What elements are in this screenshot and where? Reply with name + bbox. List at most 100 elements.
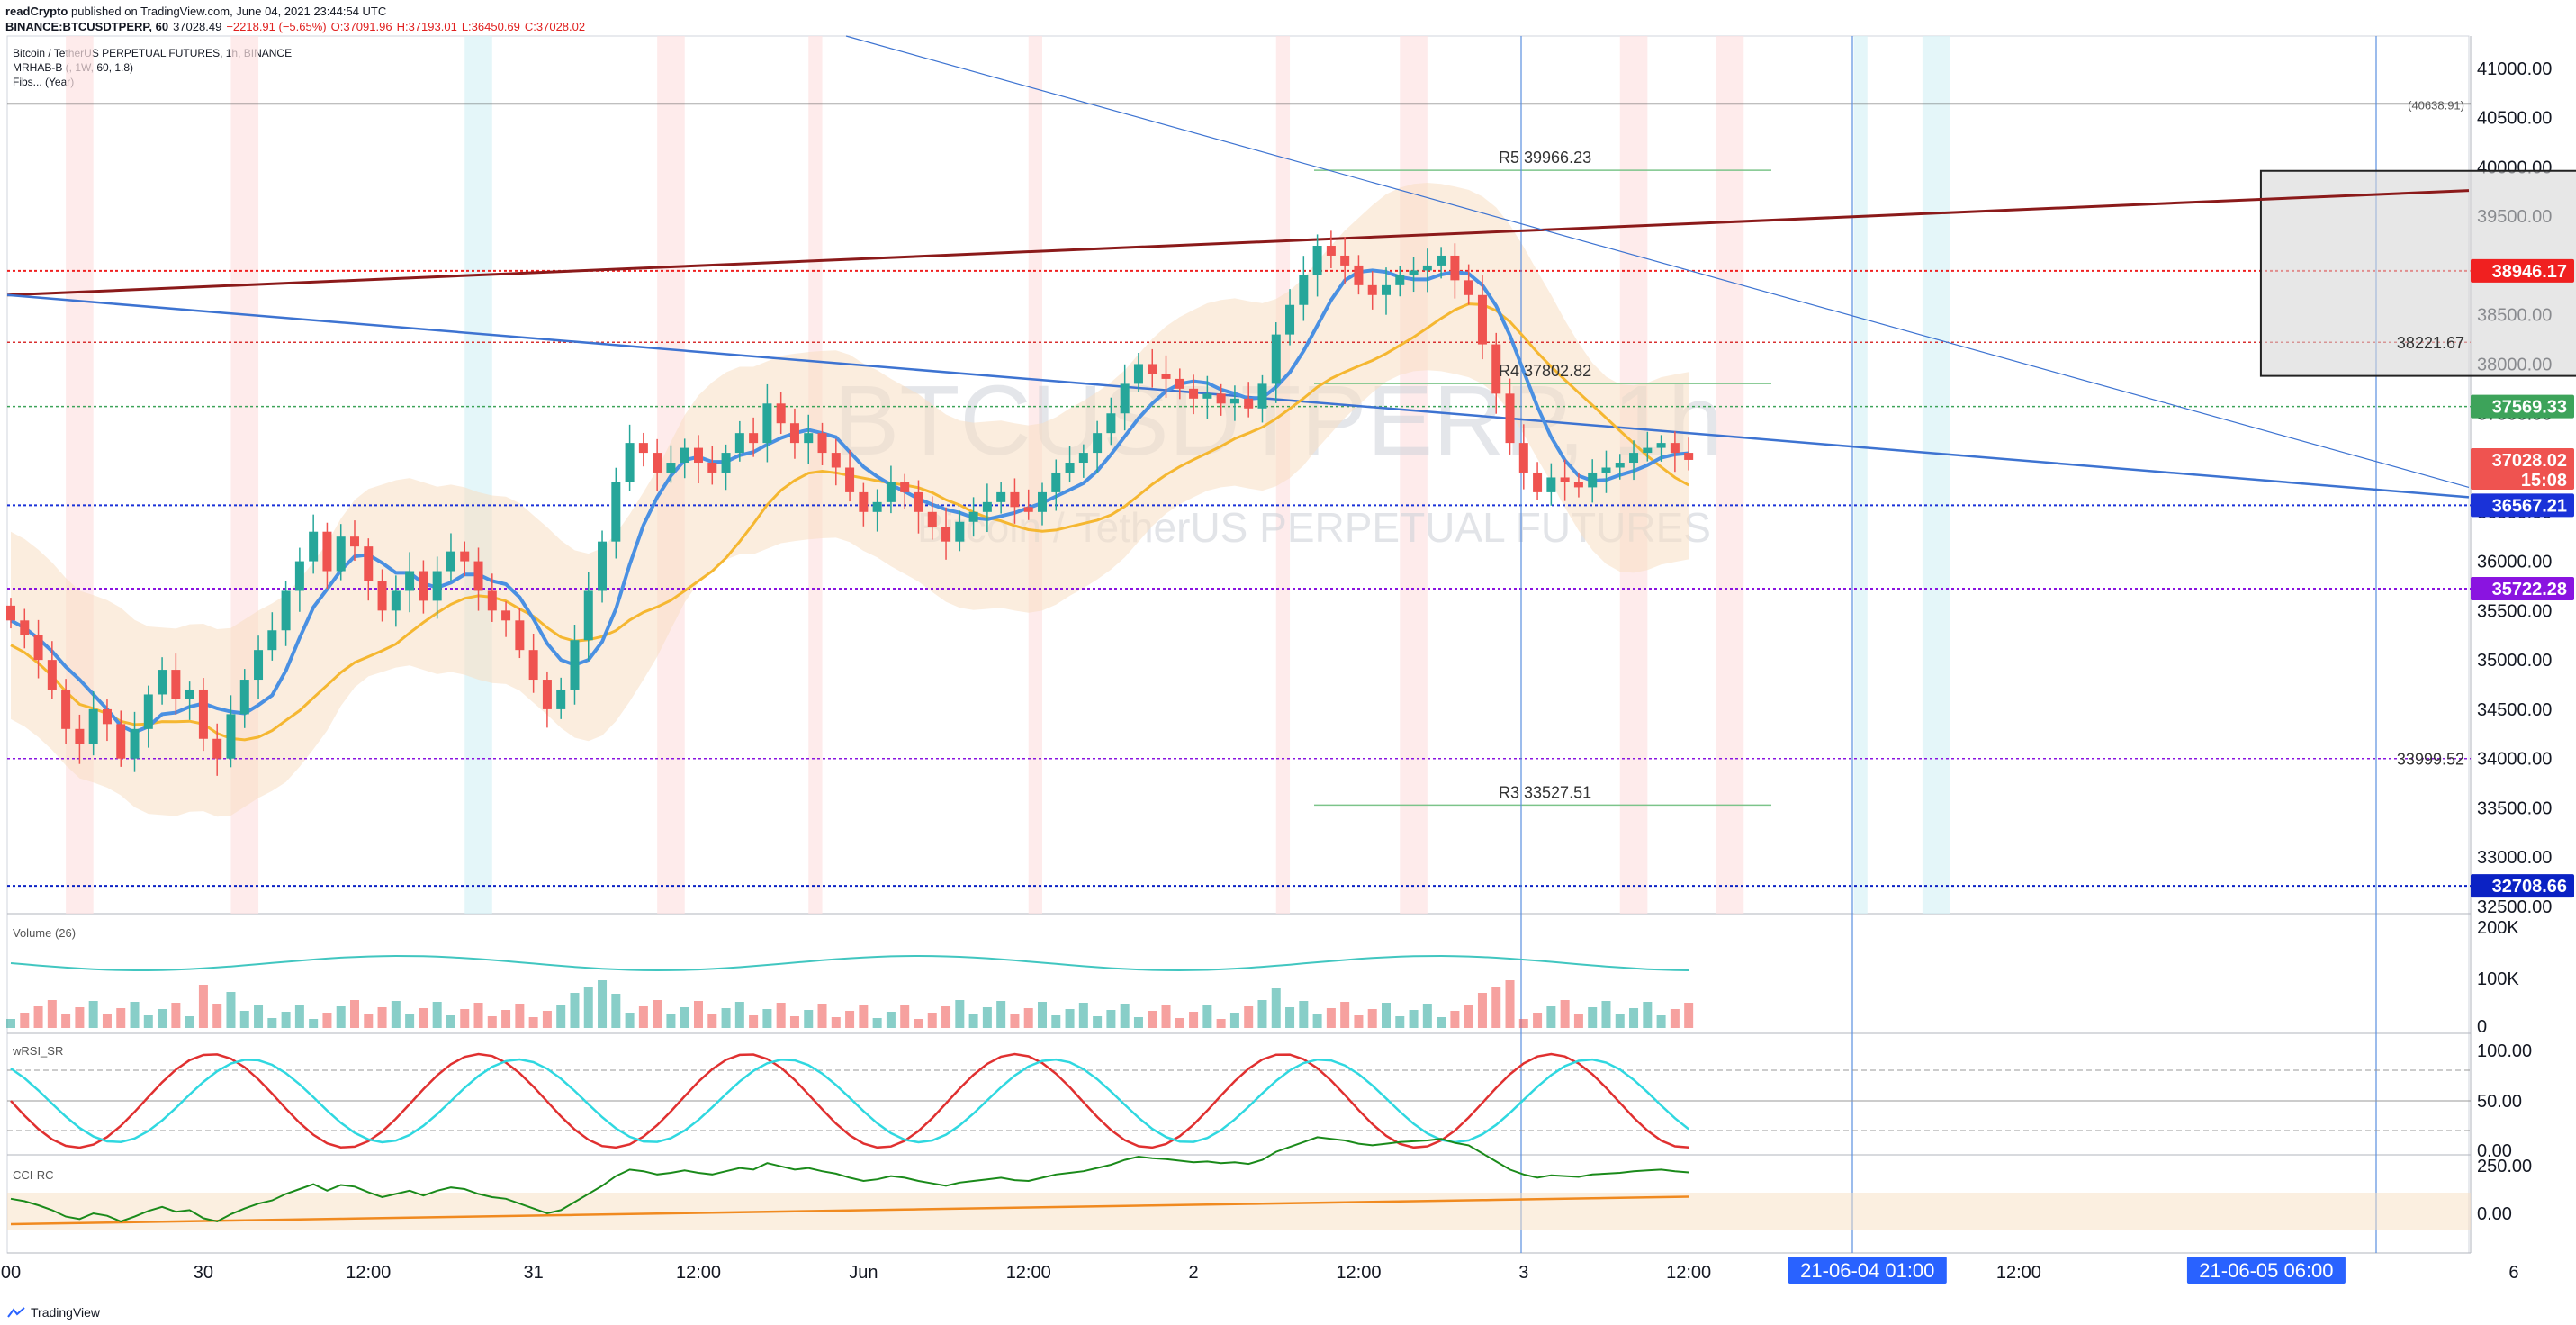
candle-body xyxy=(254,650,264,681)
time-tag-bg-0 xyxy=(1788,1257,1947,1284)
candle-body xyxy=(1573,482,1583,488)
indicator-legend-fibs[interactable]: Fibs... (Year) xyxy=(13,76,75,88)
thin-trendline xyxy=(845,35,2470,488)
volume-bar xyxy=(460,1009,470,1028)
volume-bar xyxy=(1615,1014,1625,1028)
x-tick-label-9: 3 xyxy=(1518,1263,1528,1283)
candle-body xyxy=(1202,393,1212,399)
candle-body xyxy=(1189,388,1199,399)
volume-bar xyxy=(542,1011,552,1028)
candle-body xyxy=(982,501,992,512)
price-tag-label-5: 32708.66 xyxy=(2492,877,2567,897)
ohlc-high: H:37193.01 xyxy=(396,20,457,33)
candle-body xyxy=(1464,280,1473,295)
volume-bar xyxy=(309,1019,319,1028)
candle-body xyxy=(515,620,525,651)
candle-body xyxy=(47,660,57,690)
candle-body xyxy=(927,511,937,527)
volume-bar xyxy=(143,1015,153,1028)
price-tag-label-4: 35722.28 xyxy=(2492,580,2567,599)
candle-body xyxy=(309,531,319,562)
volume-bar xyxy=(1354,1015,1364,1028)
volume-bar xyxy=(1477,993,1487,1028)
volume-bar xyxy=(721,1008,731,1028)
x-tick-label-5: Jun xyxy=(849,1263,878,1283)
candle-body xyxy=(1065,463,1075,473)
candle-body xyxy=(487,590,497,611)
volume-bars-group xyxy=(6,980,1694,1028)
candle-body xyxy=(405,571,415,591)
resistance-trendline xyxy=(6,189,2470,297)
volume-bar xyxy=(1560,1000,1570,1028)
candle-body xyxy=(185,689,194,699)
candle-body xyxy=(1656,443,1666,448)
x-tick-label-10: 12:00 xyxy=(1666,1263,1711,1283)
volume-bar xyxy=(281,1012,291,1028)
publisher-name[interactable]: readCrypto xyxy=(5,5,68,18)
volume-bar xyxy=(1106,1010,1116,1028)
candle-body xyxy=(1285,304,1295,335)
volume-bar xyxy=(1409,1010,1419,1028)
candle-body xyxy=(61,689,71,729)
volume-bar xyxy=(1367,1009,1377,1028)
volume-bar xyxy=(1422,1004,1432,1028)
volume-bar xyxy=(1382,1003,1391,1028)
volume-tick-0: 200K xyxy=(2477,918,2519,938)
volume-bar xyxy=(1023,1008,1033,1028)
candle-body xyxy=(1051,472,1061,492)
volume-bar xyxy=(1395,1016,1405,1028)
candle-body xyxy=(666,463,676,473)
cci-signal-line xyxy=(10,1195,1689,1226)
price-tag-bg-1 xyxy=(2471,394,2574,419)
tradingview-logo-icon xyxy=(7,1307,25,1318)
candle-body xyxy=(955,521,965,542)
cci-pane-title: CCI-RC xyxy=(13,1168,54,1182)
volume-bar xyxy=(350,1000,359,1028)
cci-line xyxy=(10,1136,1689,1223)
rsi-tick-0: 100.00 xyxy=(2477,1041,2532,1061)
candle-body xyxy=(239,680,249,715)
candle-body xyxy=(749,433,759,444)
volume-bar xyxy=(1518,1019,1528,1028)
volume-bar xyxy=(1437,1017,1446,1028)
volume-bar xyxy=(88,1001,98,1028)
volume-bar xyxy=(1257,1000,1267,1028)
candle-body xyxy=(1588,472,1598,488)
candle-body xyxy=(1477,294,1487,345)
session-band-2 xyxy=(464,36,492,914)
time-tag-label-0: 21-06-04 01:00 xyxy=(1800,1259,1934,1282)
candle-body xyxy=(598,541,608,591)
candle-body xyxy=(1038,491,1047,512)
candle-body xyxy=(734,433,744,454)
candle-body xyxy=(638,443,648,454)
tradingview-footer: TradingView xyxy=(7,1305,100,1320)
volume-bar xyxy=(33,1006,43,1028)
candle-body xyxy=(432,571,442,601)
volume-bar xyxy=(886,1012,896,1028)
volume-bar xyxy=(1244,1006,1254,1028)
candle-body xyxy=(1491,344,1501,394)
candle-body xyxy=(721,453,731,473)
candle-body xyxy=(1161,374,1171,379)
cci-tick-1: 0.00 xyxy=(2477,1204,2512,1224)
candle-body xyxy=(158,670,167,695)
volume-ma-line xyxy=(10,954,1689,972)
candle-body xyxy=(473,561,483,591)
volume-bar xyxy=(294,1005,304,1028)
candle-body xyxy=(350,536,359,547)
volume-bar xyxy=(653,1000,662,1028)
last-price: 37028.49 xyxy=(173,20,222,33)
x-tick-label-8: 12:00 xyxy=(1336,1263,1381,1283)
candle-body xyxy=(831,453,841,468)
volume-bar xyxy=(1229,1013,1239,1028)
candle-body xyxy=(33,635,43,661)
cci-band xyxy=(7,1193,2471,1230)
volume-bar xyxy=(1133,1017,1143,1028)
price-tag-bg-4 xyxy=(2471,576,2574,600)
candle-body xyxy=(968,511,978,522)
volume-bar xyxy=(625,1013,635,1028)
candle-body xyxy=(281,590,291,631)
volume-bar xyxy=(254,1005,264,1028)
candle-body xyxy=(996,491,1006,502)
